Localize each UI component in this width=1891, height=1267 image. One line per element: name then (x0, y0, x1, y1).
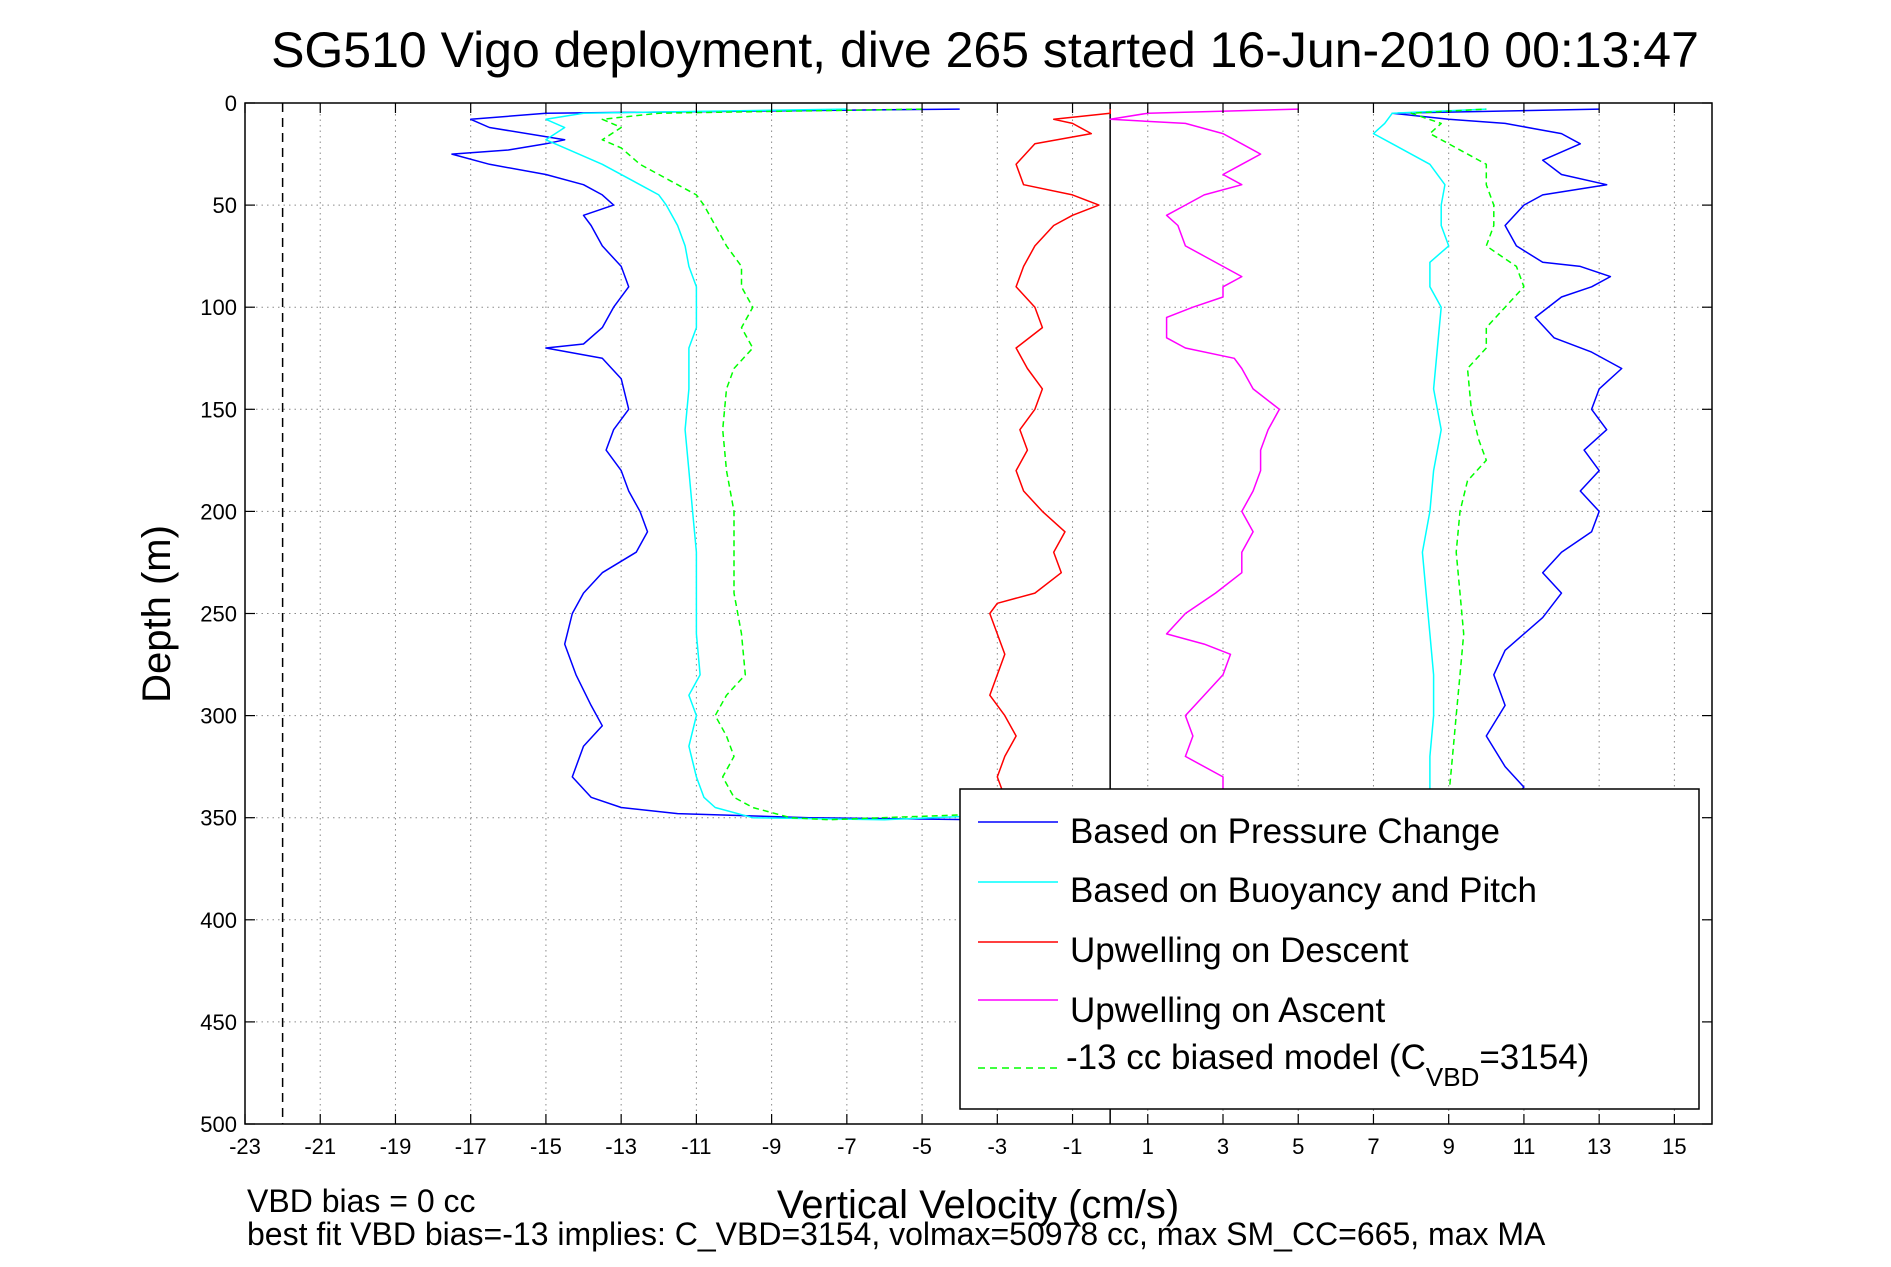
x-tick-label: -19 (380, 1134, 412, 1159)
series-layer (451, 108, 1623, 821)
legend-label: Based on Buoyancy and Pitch (1070, 871, 1537, 910)
legend-label: Upwelling on Ascent (1070, 991, 1385, 1030)
y-tick-label: 50 (213, 193, 237, 218)
x-tick-label: -15 (530, 1134, 562, 1159)
legend: Based on Pressure Change Based on Buoyan… (959, 788, 1700, 1110)
x-tick-label: 13 (1587, 1134, 1611, 1159)
y-tick-label: 100 (200, 295, 237, 320)
x-tick-label: -23 (229, 1134, 261, 1159)
x-tick-label: 5 (1292, 1134, 1304, 1159)
vbd-bias-note: VBD bias = 0 cc (247, 1183, 476, 1219)
x-tick-label: -9 (762, 1134, 782, 1159)
x-tick-label: 3 (1217, 1134, 1229, 1159)
y-tick-label: 300 (200, 704, 237, 729)
series-line (451, 108, 1623, 821)
chart-title: SG510 Vigo deployment, dive 265 started … (271, 22, 1699, 78)
y-tick-label: 200 (200, 499, 237, 524)
legend-box (959, 788, 1700, 1110)
series-line (545, 108, 1487, 821)
x-tick-label: 11 (1513, 1134, 1536, 1159)
x-tick-label: 1 (1142, 1134, 1154, 1159)
x-tick-label: -21 (304, 1134, 336, 1159)
y-tick-label: 250 (200, 602, 237, 627)
series-line (989, 109, 1111, 818)
x-tick-label: -1 (1063, 1134, 1083, 1159)
x-tick-label: -3 (988, 1134, 1008, 1159)
x-tick-label: -5 (912, 1134, 932, 1159)
series-line (601, 108, 1525, 821)
y-tick-label: 350 (200, 806, 237, 831)
y-tick-label: 150 (200, 397, 237, 422)
y-tick-label: 500 (200, 1112, 237, 1137)
series-line (1109, 108, 1299, 798)
y-ticks: 0 50 100 150 200 250 300 350 400 450 500 (200, 91, 1712, 1137)
best-fit-note: best fit VBD bias=-13 implies: C_VBD=315… (247, 1216, 1546, 1252)
x-ticks: -23 -21 -19 -17 -15 -13 -11 -9 -7 -5 -3 -1 1 3 5 7 9 11 13… (229, 103, 1687, 1159)
x-tick-label: 7 (1367, 1134, 1379, 1159)
legend-label: -13 cc biased model (CVBD=3154) (1066, 1038, 1589, 1092)
y-axis-label: Depth (m) (135, 525, 179, 703)
y-tick-label: 400 (200, 908, 237, 933)
x-tick-label: -11 (681, 1134, 711, 1159)
legend-item: Based on Buoyancy and Pitch (978, 871, 1537, 910)
x-tick-label: -13 (605, 1134, 637, 1159)
y-tick-label: 450 (200, 1010, 237, 1035)
x-axis-label: Vertical Velocity (cm/s) (777, 1183, 1179, 1227)
legend-item: Based on Pressure Change (978, 812, 1500, 851)
legend-label: Upwelling on Descent (1070, 931, 1409, 970)
x-tick-label: 9 (1443, 1134, 1455, 1159)
legend-item: Upwelling on Descent (978, 931, 1409, 970)
x-tick-label: -7 (837, 1134, 857, 1159)
legend-item: -13 cc biased model (CVBD=3154) (978, 1038, 1589, 1092)
legend-label: Based on Pressure Change (1070, 812, 1500, 851)
y-tick-label: 0 (225, 91, 237, 116)
legend-item: Upwelling on Ascent (978, 991, 1385, 1030)
x-tick-label: 15 (1662, 1134, 1686, 1159)
x-tick-label: -17 (455, 1134, 487, 1159)
